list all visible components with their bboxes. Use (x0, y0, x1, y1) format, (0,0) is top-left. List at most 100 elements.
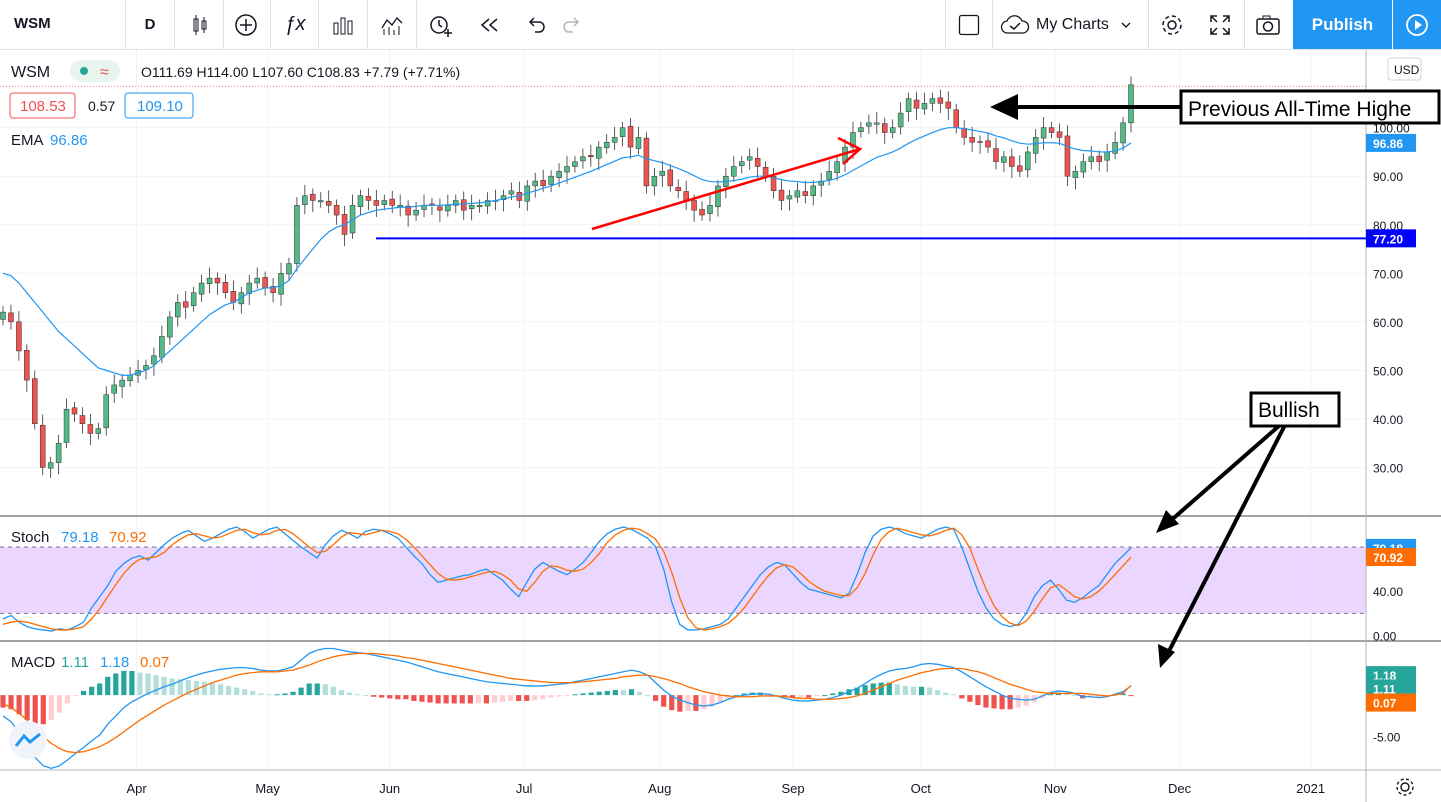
market-open-icon (80, 67, 88, 75)
trend-arrow[interactable] (591, 136, 863, 231)
market-status-badge[interactable] (70, 60, 120, 82)
publish-button[interactable]: Publish (1293, 0, 1392, 49)
currency-button[interactable] (1387, 57, 1422, 81)
bullish-callout-text: Bullish (1258, 399, 1320, 422)
axis-tick-label: 70.00 (1373, 267, 1403, 281)
macd-hist-bar (701, 695, 707, 710)
toolbar-divider (992, 0, 993, 49)
axis-tick-label: 60.00 (1373, 316, 1403, 330)
macd-hist-bar (395, 695, 401, 700)
symbol-search-button[interactable]: WSM (14, 15, 51, 32)
ask-price: 109.10 (137, 98, 183, 115)
axis-tick-label: 96.86 (1373, 137, 1403, 151)
axis-tick-label: 0.00 (1373, 629, 1397, 643)
axis-settings-gear-icon[interactable] (1396, 778, 1414, 796)
macd-hist-bar (161, 676, 167, 696)
macd-legend-hist: 0.07 (140, 654, 169, 671)
candle (945, 91, 952, 120)
redo-icon[interactable] (552, 0, 592, 49)
candle (484, 192, 491, 214)
macd-hist-bar (532, 695, 538, 701)
macd-hist-bar (548, 695, 554, 698)
macd-hist-bar (451, 695, 457, 704)
macd-hist-bar (1015, 695, 1021, 708)
macd-hist-bar (918, 686, 925, 696)
macd-hist-bar (661, 695, 667, 707)
candle (675, 179, 681, 199)
ath-callout[interactable]: Previous All-Time Highe (990, 89, 1441, 125)
candle (532, 172, 538, 198)
macd-hist-bar (169, 678, 175, 696)
play-icon[interactable] (1393, 0, 1441, 49)
candle (111, 374, 117, 403)
macd-hist-bar (926, 687, 933, 696)
macd-hist-bar (967, 695, 973, 702)
axis-tick-label: 90.00 (1373, 170, 1403, 184)
candle (294, 197, 300, 272)
macd-hist-bar (24, 695, 30, 721)
indicators-icon[interactable]: ƒx (284, 13, 306, 35)
candle (341, 206, 348, 247)
macd-hist-bar (910, 686, 917, 696)
gear-icon[interactable] (1152, 0, 1192, 49)
ema-legend-value: 96.86 (50, 132, 88, 149)
macd-hist-bar (97, 683, 103, 696)
candle (1088, 146, 1095, 170)
macd-hist-bar (1047, 694, 1054, 696)
macd-hist-bar (644, 695, 651, 697)
axis-tick-label: Aug (648, 781, 671, 796)
fullscreen-icon[interactable] (1200, 0, 1240, 49)
candle (850, 121, 856, 159)
candle (119, 374, 125, 399)
time-axis[interactable]: Apr May Jun Jul Aug Sep Oct Nov Dec 2021 (126, 781, 1325, 796)
macd-hist-bar (459, 695, 465, 704)
candle-style-icon[interactable] (180, 0, 220, 49)
axis-tick-label: Sep (782, 781, 805, 796)
macd-hist-bar (483, 695, 490, 704)
replay-icon[interactable] (470, 0, 510, 49)
candle (786, 189, 793, 211)
candle (238, 286, 245, 314)
layout-icon[interactable] (950, 0, 988, 49)
camera-icon[interactable] (1248, 0, 1288, 49)
axis-tick-label: 0.07 (1373, 697, 1397, 711)
candle (87, 413, 94, 446)
macd-hist-bar (258, 693, 264, 696)
templates-icon[interactable] (323, 0, 363, 49)
macd-hist-bar (379, 695, 385, 698)
stoch-legend-label: Stoch (11, 529, 49, 546)
interval-button[interactable]: D (144, 16, 156, 33)
macd-hist-bar (177, 679, 183, 696)
financials-icon[interactable] (372, 0, 412, 49)
macd-legend: MACD 1.11 1.18 0.07 (11, 654, 169, 671)
candle (63, 398, 70, 449)
ask-box[interactable] (124, 92, 194, 119)
bid-box[interactable] (9, 92, 76, 119)
chart-canvas[interactable]: 30.00 40.00 50.00 60.00 70.00 80.00 90.00 100.0… (0, 50, 1441, 802)
macd-hist-bar (902, 685, 908, 696)
candle (429, 198, 435, 216)
candle (659, 160, 666, 188)
macd-hist-bar (628, 689, 635, 696)
macd-hist-bar (234, 687, 240, 696)
candle (1064, 125, 1071, 186)
bullish-callout[interactable]: Bullish (1156, 391, 1341, 668)
axis-tick-label: 1.11 (1373, 682, 1396, 696)
price-axis[interactable]: 30.00 40.00 50.00 60.00 70.00 80.00 90.00 100.0… (1366, 122, 1416, 745)
candle (723, 167, 729, 199)
macd-hist-bar (387, 695, 393, 699)
macd-hist-bar (443, 695, 449, 704)
macd-hist-bar (886, 682, 892, 696)
add-compare-icon[interactable] (226, 0, 266, 49)
axis-tick-label: Oct (911, 781, 932, 796)
macd-hist-bar (491, 695, 498, 703)
macd-hist-bar (427, 695, 433, 703)
alert-icon[interactable] (421, 0, 461, 49)
undo-icon[interactable] (516, 0, 556, 49)
macd-hist-bar (80, 690, 87, 696)
my-charts-button[interactable]: My Charts (1000, 0, 1145, 49)
candlestick-series (0, 76, 1134, 478)
tradingview-logo-icon[interactable] (9, 721, 47, 759)
macd-hist-bar (870, 683, 876, 696)
candle (460, 191, 467, 220)
